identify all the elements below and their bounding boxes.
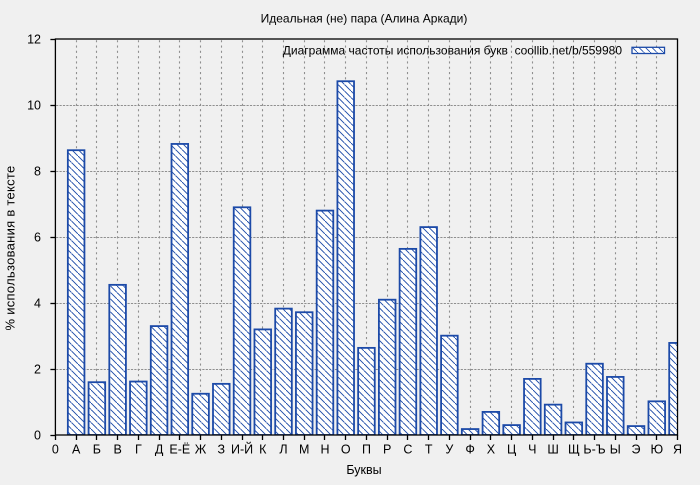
svg-text:Щ: Щ [568, 443, 580, 457]
svg-text:Ц: Ц [507, 443, 517, 457]
svg-text:Э: Э [632, 443, 641, 457]
svg-text:% использования в тексте: % использования в тексте [3, 165, 18, 330]
svg-text:В: В [113, 443, 121, 457]
svg-text:4: 4 [34, 297, 41, 311]
svg-text:О: О [341, 443, 351, 457]
svg-text:Л: Л [279, 443, 287, 457]
svg-text:С: С [403, 443, 412, 457]
svg-text:2: 2 [34, 363, 41, 377]
svg-text:Ч: Ч [528, 443, 536, 457]
svg-text:У: У [445, 443, 453, 457]
svg-text:10: 10 [27, 99, 41, 113]
svg-text:М: М [299, 443, 309, 457]
svg-text:Х: Х [487, 443, 496, 457]
svg-text:Р: Р [383, 443, 391, 457]
svg-text:0: 0 [34, 429, 41, 443]
svg-text:12: 12 [27, 33, 41, 47]
svg-text:И-Й: И-Й [231, 442, 253, 457]
svg-text:Ы: Ы [610, 443, 621, 457]
svg-text:Я: Я [673, 443, 682, 457]
svg-text:Г: Г [135, 443, 142, 457]
svg-text:П: П [362, 443, 371, 457]
svg-text:Ю: Ю [650, 443, 663, 457]
svg-text:Т: Т [425, 443, 433, 457]
svg-text:6: 6 [34, 231, 41, 245]
svg-text:Идеальная (не) пара (Алина Арк: Идеальная (не) пара (Алина Аркади) [261, 12, 468, 26]
svg-text:К: К [259, 443, 267, 457]
svg-text:Д: Д [155, 443, 164, 457]
svg-text:8: 8 [34, 165, 41, 179]
svg-text:Ш: Ш [547, 443, 558, 457]
svg-text:Б: Б [93, 443, 101, 457]
svg-text:А: А [72, 443, 81, 457]
svg-text:З: З [218, 443, 226, 457]
svg-text:Диаграмма частоты использовани: Диаграмма частоты использования букв coo… [283, 43, 623, 57]
svg-text:Е-Ё: Е-Ё [169, 443, 190, 457]
svg-text:Буквы: Буквы [346, 463, 381, 477]
svg-text:0: 0 [52, 443, 59, 457]
svg-text:Ф: Ф [465, 443, 475, 457]
svg-text:Н: Н [320, 443, 329, 457]
svg-text:Ж: Ж [195, 443, 207, 457]
svg-text:Ь-Ъ: Ь-Ъ [583, 443, 605, 457]
